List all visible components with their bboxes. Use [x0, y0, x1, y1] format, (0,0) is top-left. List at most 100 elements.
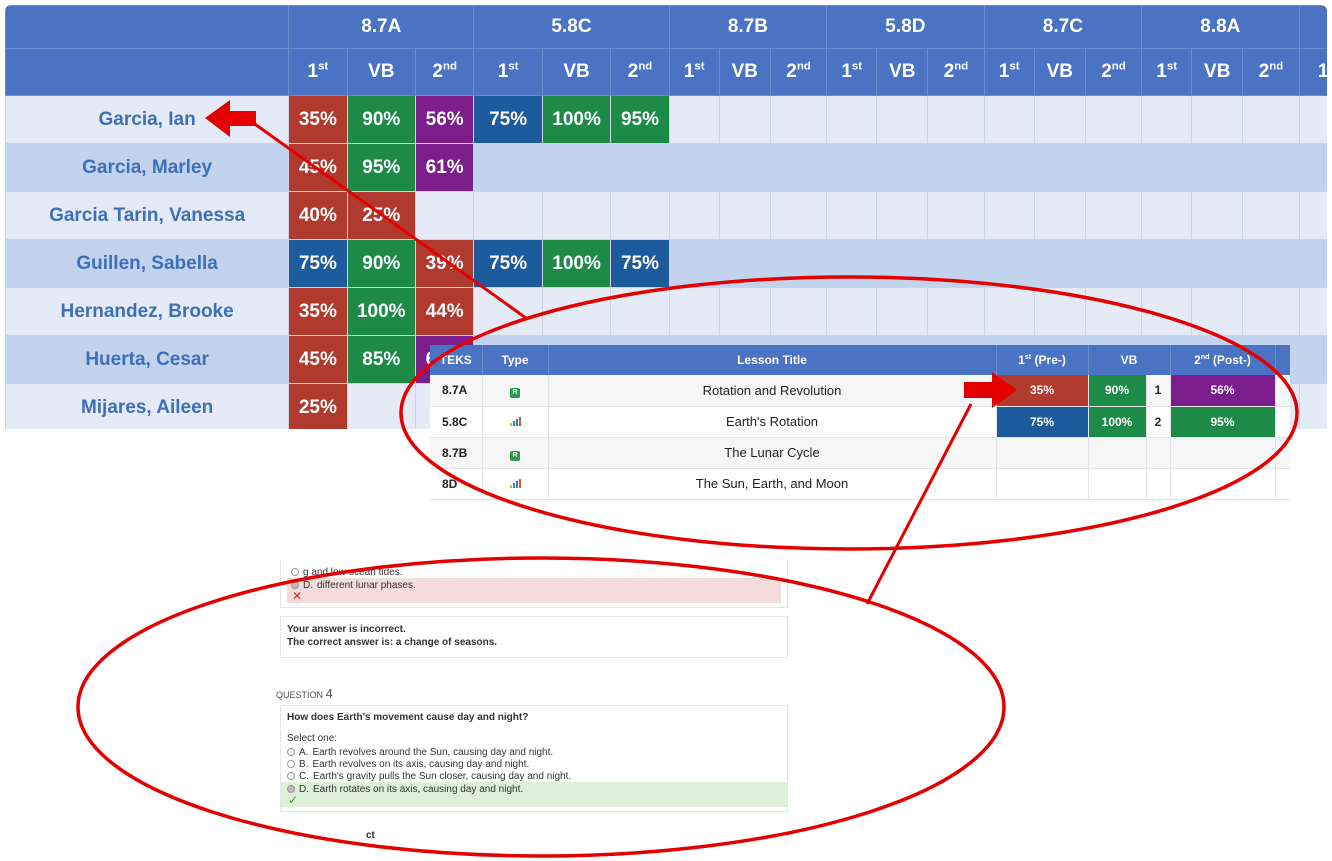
score-cell — [1141, 287, 1193, 336]
score-cell[interactable]: 90% — [346, 95, 417, 144]
standard-header[interactable]: 8.8A — [1141, 5, 1300, 49]
question-box: How does Earth's movement cause day and … — [280, 705, 788, 812]
feedback-incorrect: Your answer is incorrect. — [287, 624, 406, 635]
score-cell[interactable]: 75% — [610, 239, 670, 288]
vb-score-cell — [1088, 468, 1147, 500]
score-cell[interactable]: 75% — [288, 239, 348, 288]
score-cell — [1141, 191, 1193, 240]
score-cell[interactable]: 75% — [473, 239, 543, 288]
post-score-cell — [1170, 468, 1276, 500]
sub-header-first: 1st — [288, 48, 348, 96]
student-name-link[interactable]: Garcia Tarin, Vanessa — [5, 191, 290, 240]
lesson-row[interactable]: 8.7B R The Lunar Cycle — [430, 437, 1290, 469]
score-cell[interactable]: 75% — [473, 95, 543, 144]
standard-header[interactable]: 8.7B — [668, 5, 828, 49]
score-cell[interactable]: 61% — [415, 143, 475, 192]
student-name-link[interactable]: Huerta, Cesar — [5, 335, 290, 384]
answer-option[interactable]: D. Earth rotates on its axis, causing day… — [281, 782, 787, 807]
score-cell — [1191, 239, 1244, 288]
score-cell[interactable]: 56% — [415, 95, 475, 144]
pre-test-header: 1st (Pre-) — [996, 345, 1089, 375]
score-cell — [1242, 191, 1300, 240]
pre-score-cell: 75% — [996, 406, 1089, 438]
lesson-title-cell[interactable]: The Sun, Earth, and Moon — [548, 468, 997, 500]
sub-header-second: 2nd — [927, 48, 985, 96]
score-cell[interactable]: 45% — [288, 335, 348, 384]
teks-cell: 8.7A — [430, 375, 483, 407]
quiz-review-panel: g and low ocean tides. D. different luna… — [276, 560, 792, 845]
radio-icon[interactable] — [287, 748, 295, 756]
answer-option[interactable]: C. Earth's gravity pulls the Sun closer, … — [281, 770, 787, 782]
sub-header-vb: VB — [541, 48, 612, 96]
standard-header[interactable]: 5.8D — [826, 5, 985, 49]
row-spacer — [1275, 437, 1290, 469]
score-cell[interactable]: 44% — [415, 287, 475, 336]
radio-icon[interactable] — [287, 785, 295, 793]
student-name-link[interactable]: Guillen, Sabella — [5, 239, 290, 288]
pre-score-cell — [996, 437, 1089, 469]
sub-header-first: 1st — [668, 48, 720, 96]
answer-option[interactable]: B. Earth revolves on its axis, causing da… — [281, 758, 787, 770]
answer-options: A. Earth revolves around the Sun, causing… — [281, 746, 787, 807]
name-column-header — [5, 5, 290, 49]
bar-chart-type-icon — [509, 478, 521, 488]
score-cell — [876, 95, 929, 144]
post-score-cell: 95% — [1170, 406, 1276, 438]
score-cell — [1141, 239, 1193, 288]
student-name-link[interactable]: Mijares, Aileen — [5, 383, 290, 429]
vb-header: VB — [1088, 345, 1171, 375]
score-cell[interactable]: 100% — [346, 287, 417, 336]
score-cell — [927, 191, 985, 240]
score-cell[interactable]: 100% — [541, 239, 612, 288]
student-name-link[interactable]: Garcia, Ian — [5, 95, 290, 144]
sub-header-vb: VB — [1191, 48, 1244, 96]
score-cell[interactable]: 90% — [346, 239, 417, 288]
lesson-row[interactable]: 5.8C Earth's Rotation 75% 100% 2 95% — [430, 406, 1290, 438]
sub-header-second: 2nd — [610, 48, 670, 96]
score-cell[interactable]: 85% — [346, 335, 417, 384]
answer-option[interactable]: A. Earth revolves around the Sun, causing… — [281, 746, 787, 758]
lesson-title-header: Lesson Title — [548, 345, 997, 375]
radio-selected-icon — [291, 581, 299, 589]
score-cell — [718, 239, 771, 288]
student-name-link[interactable]: Garcia, Marley — [5, 143, 290, 192]
lesson-row[interactable]: 8D The Sun, Earth, and Moon — [430, 468, 1290, 500]
lesson-title-cell[interactable]: The Lunar Cycle — [548, 437, 997, 469]
score-cell[interactable]: 39% — [415, 239, 475, 288]
student-name-link[interactable]: Hernandez, Brooke — [5, 287, 290, 336]
radio-icon — [291, 568, 299, 576]
student-row: Garcia Tarin, Vanessa 40% 25% — [5, 191, 1327, 240]
score-cell — [541, 287, 612, 336]
student-row: Hernandez, Brooke 35% 100% 44% — [5, 287, 1327, 336]
score-cell — [876, 143, 929, 192]
score-cell — [927, 95, 985, 144]
standard-header[interactable]: 8.7C — [983, 5, 1143, 49]
score-cell[interactable]: 45% — [288, 143, 348, 192]
score-cell — [876, 287, 929, 336]
pre-score-cell: 35% — [996, 375, 1089, 407]
lesson-title-cell[interactable]: Earth's Rotation — [548, 406, 997, 438]
radio-icon[interactable] — [287, 772, 295, 780]
score-cell[interactable]: 25% — [346, 191, 417, 240]
score-cell — [826, 191, 878, 240]
score-cell[interactable]: 40% — [288, 191, 348, 240]
score-cell — [1084, 95, 1143, 144]
score-cell — [983, 239, 1035, 288]
score-cell[interactable]: 35% — [288, 287, 348, 336]
lesson-title-cell[interactable]: Rotation and Revolution — [548, 375, 997, 407]
question-heading: QUESTION 4 — [276, 686, 333, 701]
assessment-subheader-row: 1st VB 2nd 1st VB 2nd 1st VB 2nd 1st VB 2nd 1st VB 2nd… — [5, 48, 1327, 96]
standard-header[interactable]: 8.7A — [288, 5, 475, 49]
score-cell[interactable]: 100% — [541, 95, 612, 144]
score-cell — [1084, 287, 1143, 336]
score-cell[interactable]: 95% — [346, 143, 417, 192]
score-cell[interactable]: 25% — [288, 383, 348, 429]
lesson-row[interactable]: 8.7A R Rotation and Revolution 35% 90% 1 56% — [430, 375, 1290, 407]
score-cell[interactable]: 35% — [288, 95, 348, 144]
standard-header[interactable]: 5.8C — [473, 5, 670, 49]
post-score-cell — [1170, 437, 1276, 469]
score-cell[interactable]: 95% — [610, 95, 670, 144]
row-spacer — [1275, 375, 1290, 407]
radio-icon[interactable] — [287, 760, 295, 768]
sub-header-first: 1st — [1298, 48, 1327, 96]
